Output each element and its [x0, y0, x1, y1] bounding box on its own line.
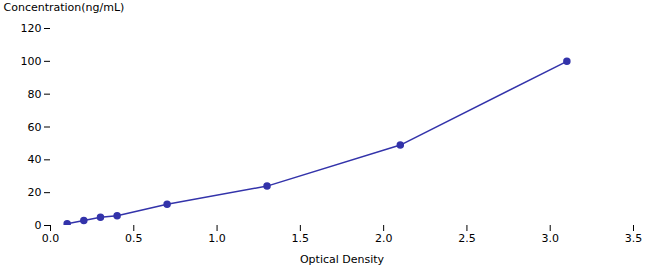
svg-text:1.0: 1.0 [208, 232, 226, 245]
svg-text:0.0: 0.0 [42, 232, 60, 245]
svg-text:0.5: 0.5 [125, 232, 143, 245]
svg-text:40: 40 [28, 153, 42, 166]
svg-text:2.0: 2.0 [375, 232, 393, 245]
svg-text:100: 100 [21, 55, 42, 68]
svg-text:0: 0 [35, 219, 42, 232]
svg-text:20: 20 [28, 186, 42, 199]
svg-text:3.0: 3.0 [541, 232, 559, 245]
svg-text:1.5: 1.5 [292, 232, 310, 245]
svg-text:2.5: 2.5 [458, 232, 476, 245]
svg-text:120: 120 [21, 22, 42, 35]
svg-text:Optical Density: Optical Density [300, 253, 385, 265]
svg-text:60: 60 [28, 121, 42, 134]
svg-text:3.5: 3.5 [625, 232, 643, 245]
svg-text:80: 80 [28, 88, 42, 101]
svg-text:Concentration(ng/mL): Concentration(ng/mL) [4, 1, 125, 14]
